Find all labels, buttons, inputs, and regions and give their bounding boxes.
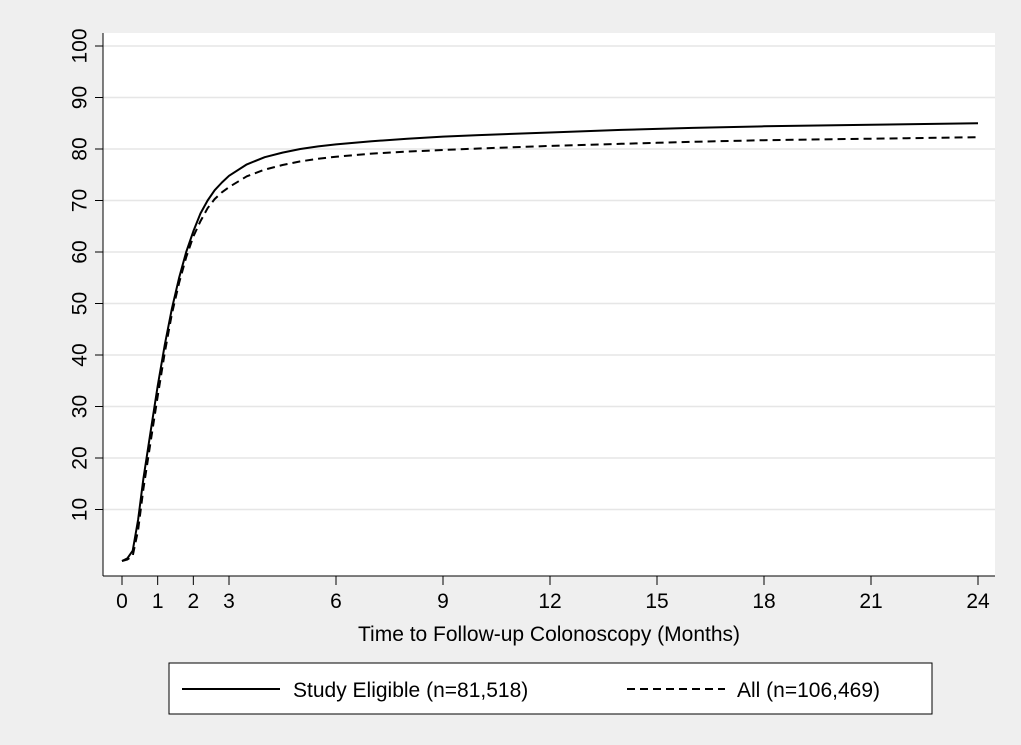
y-tick-label-50: 50	[69, 292, 92, 315]
grid-lines	[103, 45, 995, 511]
x-tick-label-2: 2	[187, 590, 199, 613]
x-tick-label-18: 18	[752, 590, 775, 613]
x-tick-label-0: 0	[116, 590, 128, 613]
y-tick-label-90: 90	[69, 86, 92, 109]
x-tick-label-3: 3	[223, 590, 235, 613]
x-tick-label-6: 6	[330, 590, 342, 613]
plot-area	[103, 33, 995, 576]
x-tick-label-21: 21	[859, 590, 882, 613]
legend-label-study-eligible: Study Eligible (n=81,518)	[293, 679, 528, 702]
axes: 10 20 30 40 50 60 70 80 90 100 0 1 2 3 6 9 12 15 18 21 24	[69, 28, 995, 613]
x-axis-title: Time to Follow-up Colonoscopy (Months)	[358, 623, 740, 646]
y-tick-label-100: 100	[69, 28, 92, 63]
legend-label-all: All (n=106,469)	[737, 679, 880, 702]
y-tick-label-80: 80	[69, 137, 92, 160]
series-line-study-eligible	[121, 122, 979, 562]
x-tick-label-9: 9	[437, 590, 449, 613]
y-tick-label-10: 10	[69, 498, 92, 521]
y-tick-label-60: 60	[69, 240, 92, 263]
x-tick-label-24: 24	[966, 590, 990, 613]
x-tick-label-15: 15	[645, 590, 668, 613]
y-tick-label-20: 20	[69, 446, 92, 469]
y-tick-label-30: 30	[69, 395, 92, 418]
x-tick-label-12: 12	[538, 590, 561, 613]
legend-box	[168, 662, 933, 715]
y-tick-label-70: 70	[69, 189, 92, 212]
series-line-all	[121, 136, 979, 562]
legend: Study Eligible (n=81,518) All (n=106,469…	[168, 662, 933, 715]
y-tick-label-40: 40	[69, 343, 92, 366]
series-lines	[121, 122, 979, 562]
x-tick-label-1: 1	[152, 590, 164, 613]
